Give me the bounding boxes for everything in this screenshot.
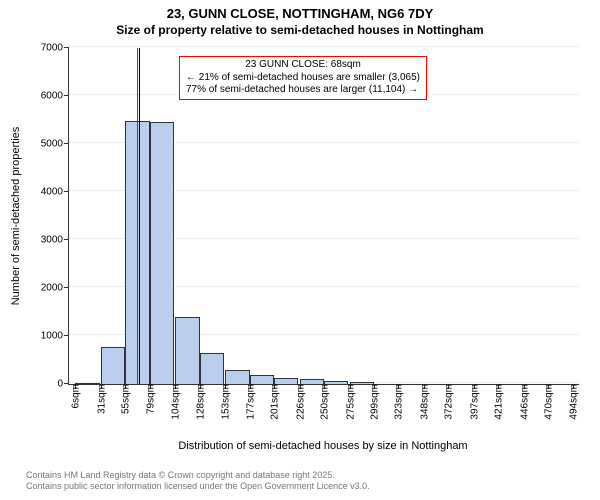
x-tick-label: 153sqm	[219, 384, 232, 420]
y-axis-label: Number of semi-detached properties	[10, 127, 22, 306]
x-tick-label: 55sqm	[119, 384, 132, 414]
footer-line-1: Contains HM Land Registry data © Crown c…	[26, 470, 370, 481]
y-tick-label: 5000	[41, 139, 69, 150]
y-tick-label: 7000	[41, 43, 69, 54]
y-tick-label: 0	[57, 379, 69, 390]
footer-line-2: Contains public sector information licen…	[26, 481, 370, 492]
x-tick-label: 226sqm	[293, 384, 306, 420]
x-axis-label: Distribution of semi-detached houses by …	[178, 440, 467, 452]
y-tick-label: 3000	[41, 235, 69, 246]
x-tick-label: 275sqm	[343, 384, 356, 420]
annotation-line: 77% of semi-detached houses are larger (…	[186, 84, 420, 97]
annotation-box: 23 GUNN CLOSE: 68sqm← 21% of semi-detach…	[179, 56, 427, 100]
y-tick-label: 1000	[41, 331, 69, 342]
histogram-bar	[150, 122, 174, 384]
marker-line	[139, 48, 140, 384]
histogram-bar	[250, 375, 274, 384]
x-tick-label: 250sqm	[318, 384, 331, 420]
chart-container: 23, GUNN CLOSE, NOTTINGHAM, NG6 7DY Size…	[0, 0, 600, 500]
chart-subtitle: Size of property relative to semi-detach…	[0, 21, 600, 37]
x-tick-label: 201sqm	[268, 384, 281, 420]
footer-text: Contains HM Land Registry data © Crown c…	[26, 470, 370, 492]
x-tick-label: 446sqm	[517, 384, 530, 420]
x-tick-label: 421sqm	[492, 384, 505, 420]
x-tick-label: 372sqm	[442, 384, 455, 420]
x-tick-label: 494sqm	[566, 384, 579, 420]
histogram-bar	[101, 347, 125, 384]
annotation-line: 23 GUNN CLOSE: 68sqm	[186, 59, 420, 72]
histogram-bar	[200, 353, 224, 384]
x-tick-label: 348sqm	[417, 384, 430, 420]
x-tick-label: 6sqm	[69, 384, 82, 408]
y-tick-label: 2000	[41, 283, 69, 294]
x-tick-label: 397sqm	[467, 384, 480, 420]
chart-title: 23, GUNN CLOSE, NOTTINGHAM, NG6 7DY	[0, 0, 600, 21]
x-tick-label: 79sqm	[143, 384, 156, 414]
histogram-bar	[175, 317, 199, 384]
gridline	[69, 46, 579, 48]
plot-area: 010002000300040005000600070006sqm31sqm55…	[68, 48, 579, 385]
x-tick-label: 323sqm	[392, 384, 405, 420]
x-tick-label: 177sqm	[243, 384, 256, 420]
y-tick-label: 4000	[41, 187, 69, 198]
x-tick-label: 128sqm	[193, 384, 206, 420]
histogram-bar	[225, 370, 249, 384]
x-tick-label: 470sqm	[542, 384, 555, 420]
annotation-line: ← 21% of semi-detached houses are smalle…	[186, 72, 420, 85]
y-tick-label: 6000	[41, 91, 69, 102]
x-tick-label: 104sqm	[169, 384, 182, 420]
x-tick-label: 31sqm	[94, 384, 107, 414]
marker-line	[137, 48, 138, 384]
x-tick-label: 299sqm	[367, 384, 380, 420]
